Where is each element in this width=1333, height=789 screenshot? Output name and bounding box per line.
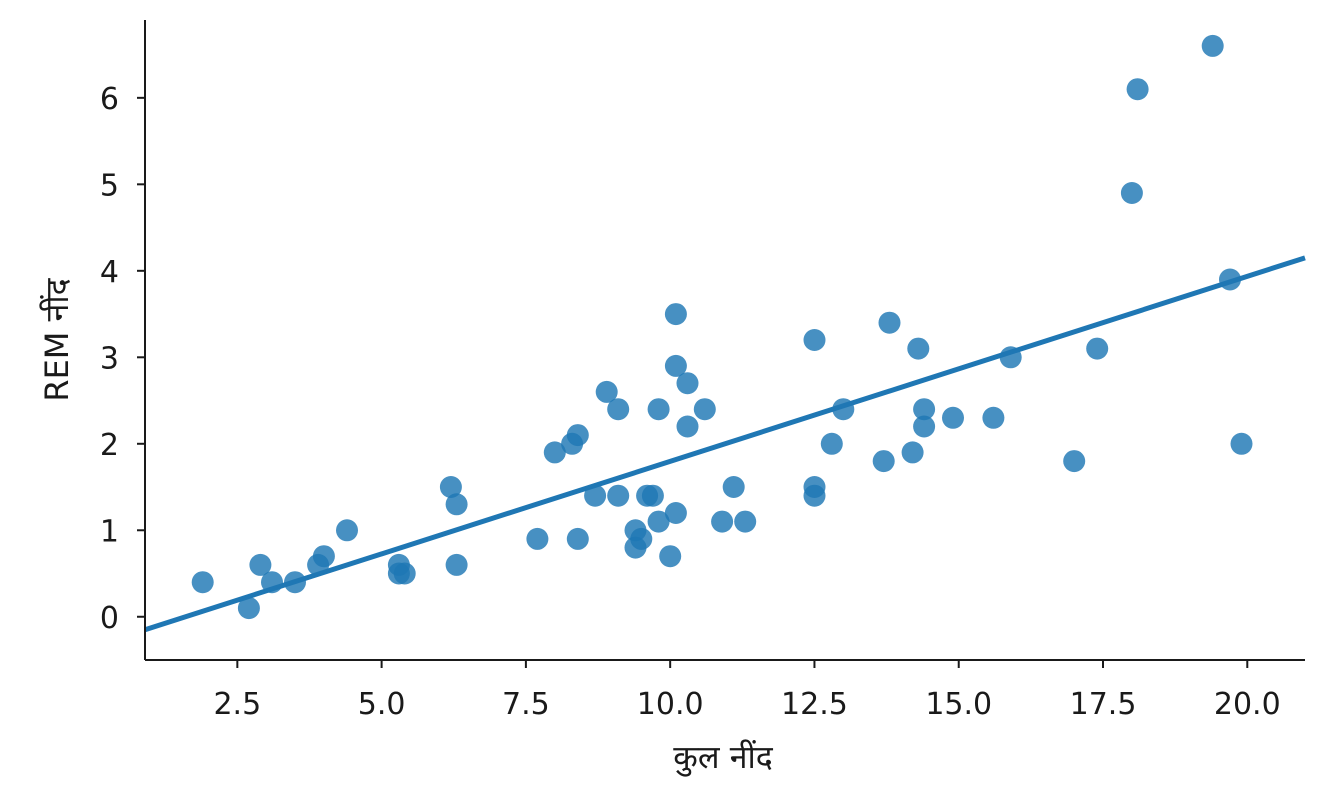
data-point bbox=[249, 553, 272, 576]
data-point bbox=[907, 337, 930, 360]
data-point bbox=[803, 329, 826, 351]
data-point bbox=[526, 527, 549, 550]
y-tick-label: 0 bbox=[100, 601, 119, 636]
data-point bbox=[336, 519, 358, 542]
data-point bbox=[1230, 432, 1253, 455]
y-axis-label: REM नींद bbox=[38, 277, 76, 401]
data-point bbox=[913, 415, 936, 438]
data-point bbox=[543, 441, 566, 464]
x-axis-label: कुल नींद bbox=[673, 738, 773, 777]
data-point bbox=[901, 441, 924, 464]
data-point bbox=[191, 571, 214, 594]
x-tick-label: 15.0 bbox=[925, 687, 992, 722]
data-point bbox=[872, 450, 895, 473]
x-tick-label: 5.0 bbox=[358, 687, 406, 722]
data-point bbox=[237, 597, 260, 620]
data-point bbox=[664, 303, 687, 326]
x-tick-label: 20.0 bbox=[1214, 687, 1281, 722]
data-point bbox=[1086, 337, 1109, 360]
data-point bbox=[439, 476, 462, 498]
axes-group: 2.5 5.0 7.5 10.0 12.5 15.0 17.5 20.0 0 1 2 3 4 5 6 bbox=[100, 20, 1305, 722]
data-point bbox=[878, 311, 901, 334]
y-tick-label: 3 bbox=[100, 341, 119, 376]
regression-group bbox=[144, 255, 1306, 633]
data-point bbox=[1126, 78, 1149, 101]
data-points-group bbox=[191, 34, 1253, 620]
data-point bbox=[942, 406, 964, 429]
x-tick-label: 2.5 bbox=[213, 687, 261, 722]
data-point bbox=[630, 527, 653, 550]
data-point bbox=[676, 415, 699, 438]
data-point bbox=[664, 354, 687, 377]
y-tick-label: 2 bbox=[100, 428, 119, 463]
data-point bbox=[445, 493, 468, 516]
data-point bbox=[595, 380, 618, 403]
data-point bbox=[982, 406, 1005, 429]
data-point bbox=[1120, 182, 1143, 204]
data-point bbox=[659, 545, 682, 568]
data-point bbox=[664, 502, 687, 524]
data-point bbox=[734, 510, 757, 533]
data-point bbox=[607, 484, 630, 507]
y-tick-label: 1 bbox=[100, 514, 119, 549]
data-point bbox=[803, 484, 826, 507]
y-tick-label: 6 bbox=[100, 82, 119, 117]
data-point bbox=[711, 510, 734, 533]
data-point bbox=[641, 484, 664, 507]
data-point bbox=[584, 484, 607, 507]
data-point bbox=[1063, 450, 1086, 473]
regression-line bbox=[144, 255, 1306, 633]
data-point bbox=[387, 562, 410, 585]
x-tick-label: 17.5 bbox=[1070, 687, 1137, 722]
x-tick-label: 12.5 bbox=[781, 687, 848, 722]
x-tick-label: 10.0 bbox=[637, 687, 704, 722]
data-point bbox=[647, 510, 670, 533]
data-point bbox=[566, 424, 589, 447]
y-tick-label: 4 bbox=[100, 255, 119, 290]
data-point bbox=[647, 398, 670, 421]
data-point bbox=[722, 476, 745, 498]
x-tick-label: 7.5 bbox=[502, 687, 550, 722]
data-point bbox=[820, 432, 843, 455]
data-point bbox=[445, 553, 468, 576]
data-point bbox=[676, 372, 699, 395]
data-point bbox=[1201, 34, 1224, 57]
data-point bbox=[312, 545, 335, 568]
data-point bbox=[566, 527, 589, 550]
data-point bbox=[693, 398, 716, 421]
y-tick-label: 5 bbox=[100, 168, 119, 203]
data-point bbox=[913, 398, 936, 421]
data-point bbox=[607, 398, 630, 421]
